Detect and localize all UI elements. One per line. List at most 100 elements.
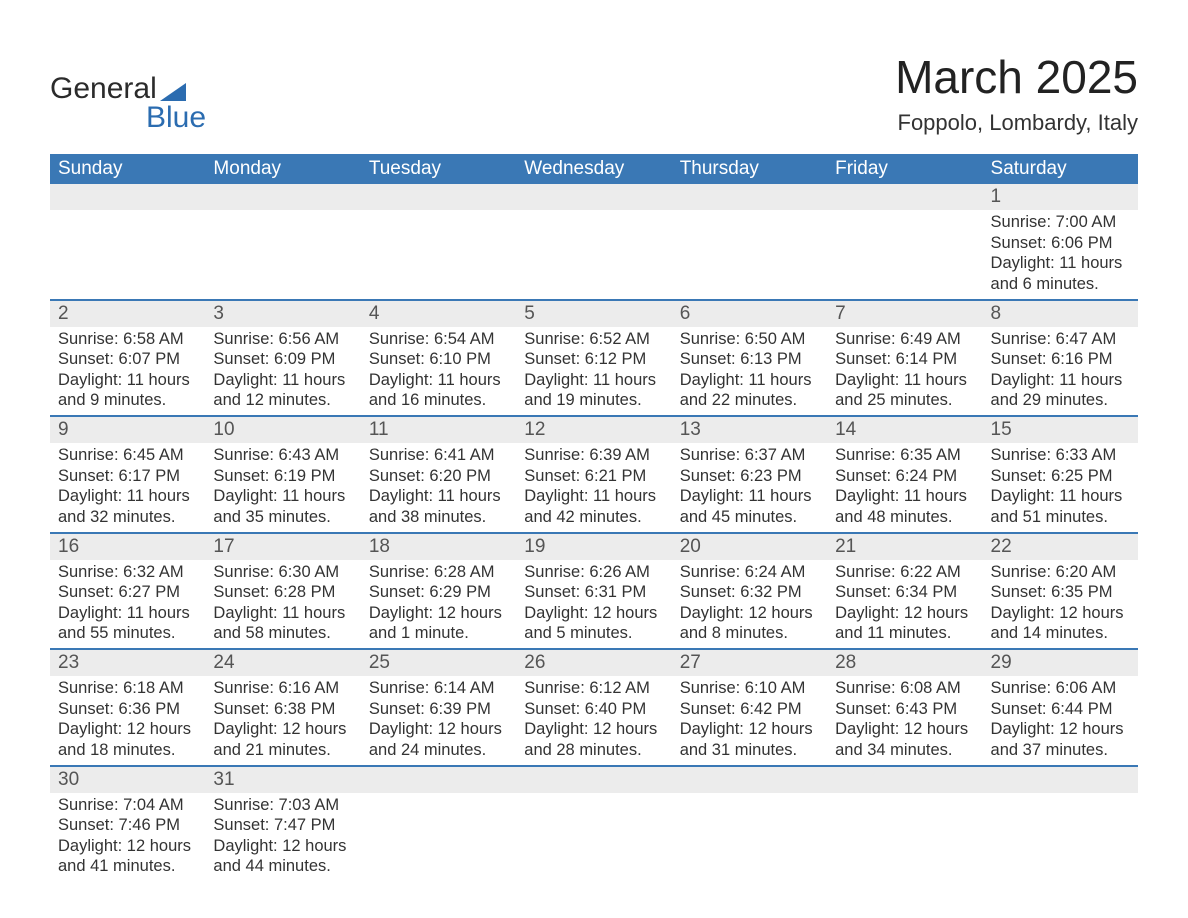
- daylight-value: Daylight: 12 hours and 37 minutes.: [991, 719, 1130, 760]
- weekday-header: Friday: [827, 154, 982, 184]
- calendar-cell: [205, 184, 360, 300]
- daylight-value: Daylight: 11 hours and 38 minutes.: [369, 486, 508, 527]
- sunset-value: Sunset: 6:19 PM: [213, 466, 352, 487]
- sunset-value: Sunset: 6:25 PM: [991, 466, 1130, 487]
- calendar-week: 23Sunrise: 6:18 AMSunset: 6:36 PMDayligh…: [50, 649, 1138, 766]
- sunset-value: Sunset: 6:07 PM: [58, 349, 197, 370]
- day-body: Sunrise: 6:18 AMSunset: 6:36 PMDaylight:…: [50, 676, 205, 765]
- calendar-cell: [516, 184, 671, 300]
- day-number: 11: [361, 417, 516, 443]
- sunrise-value: Sunrise: 7:04 AM: [58, 795, 197, 816]
- day-body: [50, 210, 205, 216]
- day-body: [983, 793, 1138, 799]
- calendar-cell: 30Sunrise: 7:04 AMSunset: 7:46 PMDayligh…: [50, 766, 205, 882]
- calendar-cell: [361, 766, 516, 882]
- day-number: 16: [50, 534, 205, 560]
- calendar-cell: 6Sunrise: 6:50 AMSunset: 6:13 PMDaylight…: [672, 300, 827, 417]
- sunrise-value: Sunrise: 6:12 AM: [524, 678, 663, 699]
- daylight-value: Daylight: 11 hours and 35 minutes.: [213, 486, 352, 527]
- sunset-value: Sunset: 6:34 PM: [835, 582, 974, 603]
- day-number: 19: [516, 534, 671, 560]
- daylight-value: Daylight: 12 hours and 5 minutes.: [524, 603, 663, 644]
- day-body: Sunrise: 6:30 AMSunset: 6:28 PMDaylight:…: [205, 560, 360, 649]
- weekday-header: Monday: [205, 154, 360, 184]
- day-body: Sunrise: 6:52 AMSunset: 6:12 PMDaylight:…: [516, 327, 671, 416]
- day-body: Sunrise: 6:08 AMSunset: 6:43 PMDaylight:…: [827, 676, 982, 765]
- sunrise-value: Sunrise: 6:18 AM: [58, 678, 197, 699]
- calendar-cell: 31Sunrise: 7:03 AMSunset: 7:47 PMDayligh…: [205, 766, 360, 882]
- day-number: [205, 184, 360, 210]
- calendar-table: SundayMondayTuesdayWednesdayThursdayFrid…: [50, 154, 1138, 881]
- day-body: [516, 793, 671, 799]
- calendar-cell: 19Sunrise: 6:26 AMSunset: 6:31 PMDayligh…: [516, 533, 671, 650]
- daylight-value: Daylight: 12 hours and 1 minute.: [369, 603, 508, 644]
- calendar-cell: 25Sunrise: 6:14 AMSunset: 6:39 PMDayligh…: [361, 649, 516, 766]
- calendar-cell: 26Sunrise: 6:12 AMSunset: 6:40 PMDayligh…: [516, 649, 671, 766]
- day-body: Sunrise: 6:35 AMSunset: 6:24 PMDaylight:…: [827, 443, 982, 532]
- day-body: Sunrise: 6:43 AMSunset: 6:19 PMDaylight:…: [205, 443, 360, 532]
- sunset-value: Sunset: 6:35 PM: [991, 582, 1130, 603]
- calendar-cell: 27Sunrise: 6:10 AMSunset: 6:42 PMDayligh…: [672, 649, 827, 766]
- logo-word2: Blue: [50, 104, 206, 131]
- day-number: 5: [516, 301, 671, 327]
- calendar-cell: 1Sunrise: 7:00 AMSunset: 6:06 PMDaylight…: [983, 184, 1138, 300]
- day-body: [516, 210, 671, 216]
- sunset-value: Sunset: 6:40 PM: [524, 699, 663, 720]
- sunrise-value: Sunrise: 6:28 AM: [369, 562, 508, 583]
- day-number: 14: [827, 417, 982, 443]
- day-number: 30: [50, 767, 205, 793]
- logo-line1: General: [50, 74, 206, 104]
- day-body: Sunrise: 6:22 AMSunset: 6:34 PMDaylight:…: [827, 560, 982, 649]
- day-body: Sunrise: 6:28 AMSunset: 6:29 PMDaylight:…: [361, 560, 516, 649]
- location: Foppolo, Lombardy, Italy: [895, 110, 1138, 136]
- daylight-value: Daylight: 11 hours and 6 minutes.: [991, 253, 1130, 294]
- sunset-value: Sunset: 6:43 PM: [835, 699, 974, 720]
- day-body: Sunrise: 6:49 AMSunset: 6:14 PMDaylight:…: [827, 327, 982, 416]
- calendar-cell: 8Sunrise: 6:47 AMSunset: 6:16 PMDaylight…: [983, 300, 1138, 417]
- sunrise-value: Sunrise: 6:20 AM: [991, 562, 1130, 583]
- sunrise-value: Sunrise: 6:52 AM: [524, 329, 663, 350]
- calendar-cell: 11Sunrise: 6:41 AMSunset: 6:20 PMDayligh…: [361, 416, 516, 533]
- sunrise-value: Sunrise: 6:06 AM: [991, 678, 1130, 699]
- sunrise-value: Sunrise: 6:49 AM: [835, 329, 974, 350]
- day-number: 21: [827, 534, 982, 560]
- day-body: Sunrise: 6:56 AMSunset: 6:09 PMDaylight:…: [205, 327, 360, 416]
- day-number: 31: [205, 767, 360, 793]
- calendar-cell: [827, 766, 982, 882]
- logo-triangle-icon: [160, 83, 186, 101]
- weekday-header: Wednesday: [516, 154, 671, 184]
- day-body: Sunrise: 6:06 AMSunset: 6:44 PMDaylight:…: [983, 676, 1138, 765]
- month-title: March 2025: [895, 50, 1138, 104]
- calendar-cell: 5Sunrise: 6:52 AMSunset: 6:12 PMDaylight…: [516, 300, 671, 417]
- calendar-cell: 20Sunrise: 6:24 AMSunset: 6:32 PMDayligh…: [672, 533, 827, 650]
- day-number: 7: [827, 301, 982, 327]
- daylight-value: Daylight: 12 hours and 44 minutes.: [213, 836, 352, 877]
- daylight-value: Daylight: 11 hours and 9 minutes.: [58, 370, 197, 411]
- logo: General Blue: [50, 50, 206, 131]
- day-number: 25: [361, 650, 516, 676]
- calendar-cell: 29Sunrise: 6:06 AMSunset: 6:44 PMDayligh…: [983, 649, 1138, 766]
- calendar-cell: 3Sunrise: 6:56 AMSunset: 6:09 PMDaylight…: [205, 300, 360, 417]
- daylight-value: Daylight: 12 hours and 18 minutes.: [58, 719, 197, 760]
- day-number: [827, 184, 982, 210]
- sunrise-value: Sunrise: 6:32 AM: [58, 562, 197, 583]
- sunrise-value: Sunrise: 6:54 AM: [369, 329, 508, 350]
- sunset-value: Sunset: 6:27 PM: [58, 582, 197, 603]
- daylight-value: Daylight: 12 hours and 34 minutes.: [835, 719, 974, 760]
- calendar-cell: 18Sunrise: 6:28 AMSunset: 6:29 PMDayligh…: [361, 533, 516, 650]
- sunset-value: Sunset: 6:32 PM: [680, 582, 819, 603]
- day-body: [672, 793, 827, 799]
- day-number: [516, 184, 671, 210]
- page-header: General Blue March 2025 Foppolo, Lombard…: [50, 50, 1138, 136]
- daylight-value: Daylight: 12 hours and 41 minutes.: [58, 836, 197, 877]
- day-number: 23: [50, 650, 205, 676]
- day-number: [672, 184, 827, 210]
- day-body: [361, 793, 516, 799]
- daylight-value: Daylight: 12 hours and 21 minutes.: [213, 719, 352, 760]
- day-body: Sunrise: 6:39 AMSunset: 6:21 PMDaylight:…: [516, 443, 671, 532]
- day-number: 12: [516, 417, 671, 443]
- sunrise-value: Sunrise: 6:41 AM: [369, 445, 508, 466]
- calendar-cell: 14Sunrise: 6:35 AMSunset: 6:24 PMDayligh…: [827, 416, 982, 533]
- sunset-value: Sunset: 6:36 PM: [58, 699, 197, 720]
- sunset-value: Sunset: 6:44 PM: [991, 699, 1130, 720]
